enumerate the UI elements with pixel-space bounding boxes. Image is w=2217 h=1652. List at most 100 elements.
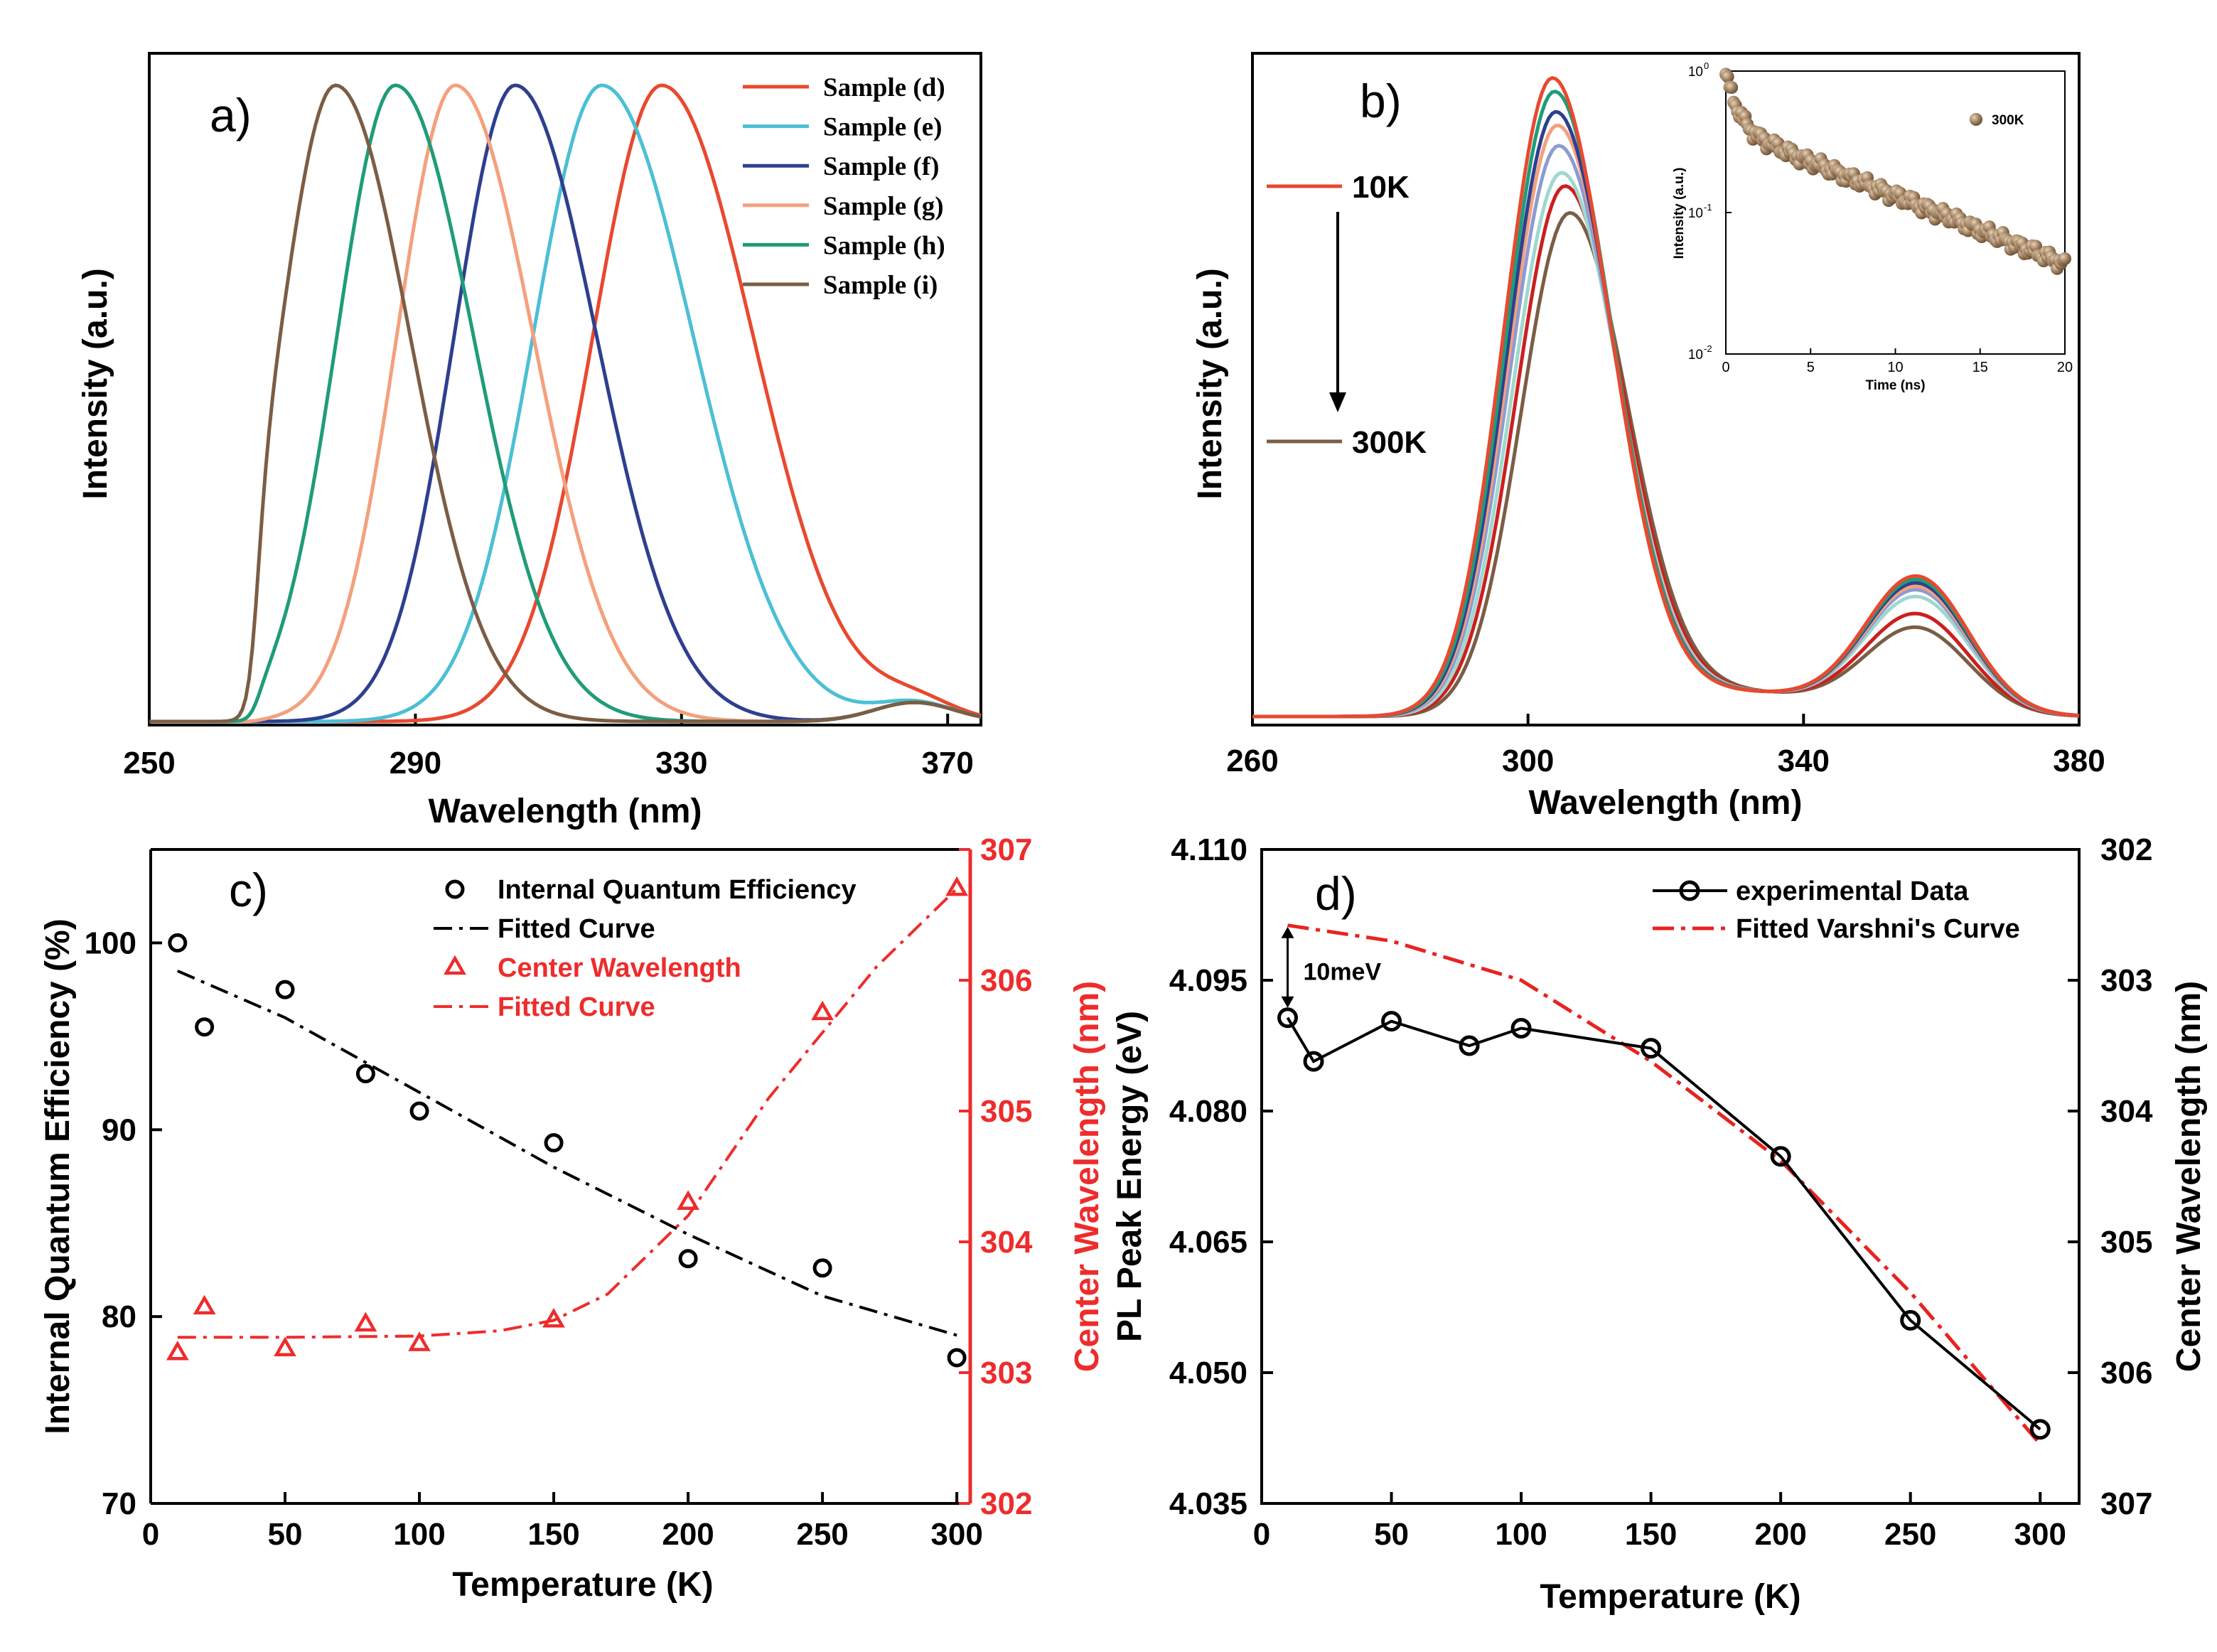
legend-marker-cw [444,955,466,975]
x-tick-label-c: 250 [796,1517,848,1552]
legend-label-cw-fit: Fitted Curve [498,992,655,1022]
x-tick-label-c: 300 [930,1517,982,1552]
plot-frame-b [1251,52,2081,726]
x-tick-label-b: 340 [1778,744,1830,778]
x-tick-label-c: 200 [662,1517,714,1552]
x-tick-label-d: 300 [2014,1517,2066,1552]
x-tick-label-d: 200 [1754,1517,1806,1552]
annotation-arrow-head-down [1281,996,1294,1008]
inset-y-tick-base: 10 [1688,348,1703,363]
panel-a: 250 290 330 370 Sample (d) Sample (e) Sample (… [77,52,982,830]
y2-tick-label-c: 302 [980,1486,1032,1521]
inset-x-tick-label: 15 [1972,360,1988,375]
inset-legend-label: 300K [1992,113,2024,128]
inset-y-tick-base: 10 [1688,65,1703,80]
x-axis-label-c: Temperature (K) [452,1566,713,1604]
cw-point [811,1000,834,1021]
legend-label-a-5: Sample (i) [823,271,938,300]
panel-label-b: b) [1360,75,1402,127]
legend-label-cw: Center Wavelength [498,953,741,983]
y2-axis-label-d: Center Wavelength (nm) [2170,981,2208,1372]
experimental-point [1381,1011,1402,1032]
legend-label-exp: experimental Data [1736,876,1969,906]
plot-frame-d [1260,848,2081,1505]
y-tick-label-c: 70 [102,1486,136,1521]
cw-point [945,876,968,896]
inset-y-tick-base: 10 [1688,206,1703,221]
cw-point [677,1190,699,1210]
iqe-point [195,1017,215,1037]
cw-point [408,1331,431,1351]
y-tick-label-d: 4.050 [1169,1356,1247,1390]
panel-label-c: c) [229,864,268,916]
y-tick-label-c: 80 [102,1299,136,1334]
inset-x-axis-label: Time (ns) [1865,378,1925,393]
legend-label-fit: Fitted Varshni's Curve [1736,914,2020,944]
iqe-point [678,1249,698,1269]
y2-axis-label-c: Center Wavelength (nm) [1068,981,1106,1372]
y-tick-label-c: 90 [102,1112,136,1147]
y2-tick-label-c: 304 [980,1225,1033,1260]
legend-label-iqe: Internal Quantum Efficiency [498,875,857,905]
varshni-fit-line [1287,923,2042,1446]
legend-marker-iqe [445,879,465,899]
experimental-point [1510,1017,1532,1039]
y-tick-label-d: 4.035 [1169,1486,1247,1521]
cw-point [274,1336,296,1357]
x-axis-label-b: Wavelength (nm) [1529,784,1803,822]
x-tick-label-d: 100 [1495,1517,1547,1552]
annotation-10mev: 10meV [1304,959,1382,986]
cw-point [166,1340,189,1361]
panel-d: 0 50 100 150 200 250 300 4.035 4.050 4.065 4.080 4.… [1111,832,2208,1616]
y-axis-label-c: Internal Quantum Efficiency (%) [39,918,77,1434]
plot-frame-a [148,52,982,726]
x-tick-label-a: 250 [123,746,175,781]
x-axis-label-d: Temperature (K) [1540,1578,1800,1616]
legend-label-a-1: Sample (e) [823,113,943,142]
experimental-line [1286,1017,2041,1431]
legend-label-a-3: Sample (g) [823,192,944,221]
experimental-point [2029,1419,2051,1440]
x-tick-label-a: 290 [390,746,441,781]
panel-c: 0 50 100 150 200 250 300 70 80 90 100 302 303 304 305 3… [39,832,1106,1604]
y-tick-label-d: 4.095 [1169,963,1247,998]
inset-y-tick-exp: 0 [1704,60,1709,71]
experimental-point [1303,1051,1324,1072]
iqe-point [544,1133,564,1153]
x-tick-label-a: 370 [921,746,973,781]
inset-x-tick-label: 5 [1807,360,1815,375]
y-tick-label-c: 100 [85,926,136,960]
x-tick-label-c: 100 [393,1517,445,1552]
y2-tick-label-d: 305 [2100,1225,2152,1260]
annotation-300k: 300K [1352,425,1427,460]
iqe-point [947,1348,967,1368]
iqe-point [355,1063,375,1083]
x-axis-label-a: Wavelength (nm) [429,793,702,830]
y2-tick-label-d: 303 [2100,963,2152,998]
iqe-point [812,1258,832,1278]
series-line-b-0 [1252,76,2080,719]
inset-x-tick-label: 0 [1722,360,1729,375]
y2-tick-label-c: 305 [980,1094,1032,1129]
y2-tick-label-c: 306 [980,963,1032,998]
inset-x-tick-label: 20 [2057,360,2073,375]
x-tick-label-d: 50 [1374,1517,1409,1552]
iqe-fit-line [177,970,957,1337]
cw-point [193,1294,216,1315]
cw-point [542,1307,565,1328]
y-axis-label-a: Intensity (a.u.) [77,268,114,499]
iqe-point [409,1101,429,1121]
y2-tick-label-d: 302 [2100,832,2152,867]
experimental-point [1900,1309,1921,1331]
x-tick-label-b: 300 [1502,744,1554,778]
y2-tick-label-d: 306 [2100,1356,2152,1390]
experimental-point [1277,1007,1299,1029]
cw-fit-line [177,887,958,1339]
panel-b: 260 300 340 380 10K 300K b) Wavelength (nm) Inte… [1191,52,2105,822]
x-tick-label-d: 150 [1625,1517,1677,1552]
legend-label-a-4: Sample (h) [823,231,945,260]
legend-label-iqe-fit: Fitted Curve [498,914,655,944]
inset-y-tick-exp: -1 [1704,202,1712,213]
inset-y-tick-exp: -2 [1704,343,1712,354]
